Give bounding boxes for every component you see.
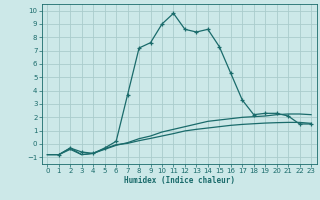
- X-axis label: Humidex (Indice chaleur): Humidex (Indice chaleur): [124, 176, 235, 185]
